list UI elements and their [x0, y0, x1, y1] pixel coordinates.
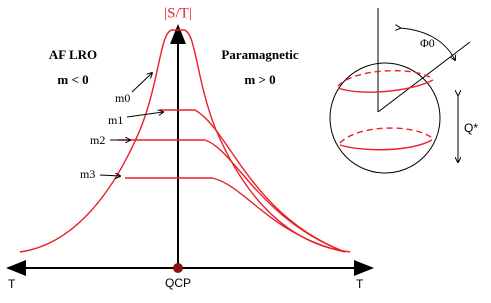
tilted-line — [377, 41, 471, 113]
sphere — [329, 62, 441, 174]
lower-ring-front — [339, 139, 433, 151]
curve-m3 — [125, 177, 346, 253]
curve-label: m3 — [80, 167, 95, 181]
height-label: Q* — [464, 121, 478, 135]
lower-ring-back — [339, 127, 433, 144]
region-title: AF LRO — [49, 47, 97, 62]
curve-label: m2 — [90, 133, 105, 147]
pointer — [131, 73, 152, 93]
origin-label: QCP — [165, 276, 191, 290]
pointer — [126, 112, 163, 118]
curve-label: m1 — [108, 113, 123, 127]
curve-m2 — [118, 139, 346, 253]
curve-label: m0 — [115, 91, 130, 105]
upper-ring-back — [337, 69, 434, 87]
region-condition: m > 0 — [244, 72, 275, 87]
pointer — [99, 175, 120, 176]
x-left-label: T — [8, 277, 16, 291]
angle-arrow — [400, 28, 455, 60]
curve-m1 — [160, 109, 346, 253]
y-label: |S/T| — [164, 5, 192, 21]
region-title: Paramagnetic — [221, 47, 298, 62]
x-right-label: T — [356, 277, 364, 291]
angle-label: Φ0 — [420, 36, 435, 50]
qcp-point — [173, 263, 183, 273]
upper-ring-front — [337, 79, 434, 93]
region-condition: m < 0 — [57, 72, 88, 87]
curve-m0 — [19, 29, 351, 253]
